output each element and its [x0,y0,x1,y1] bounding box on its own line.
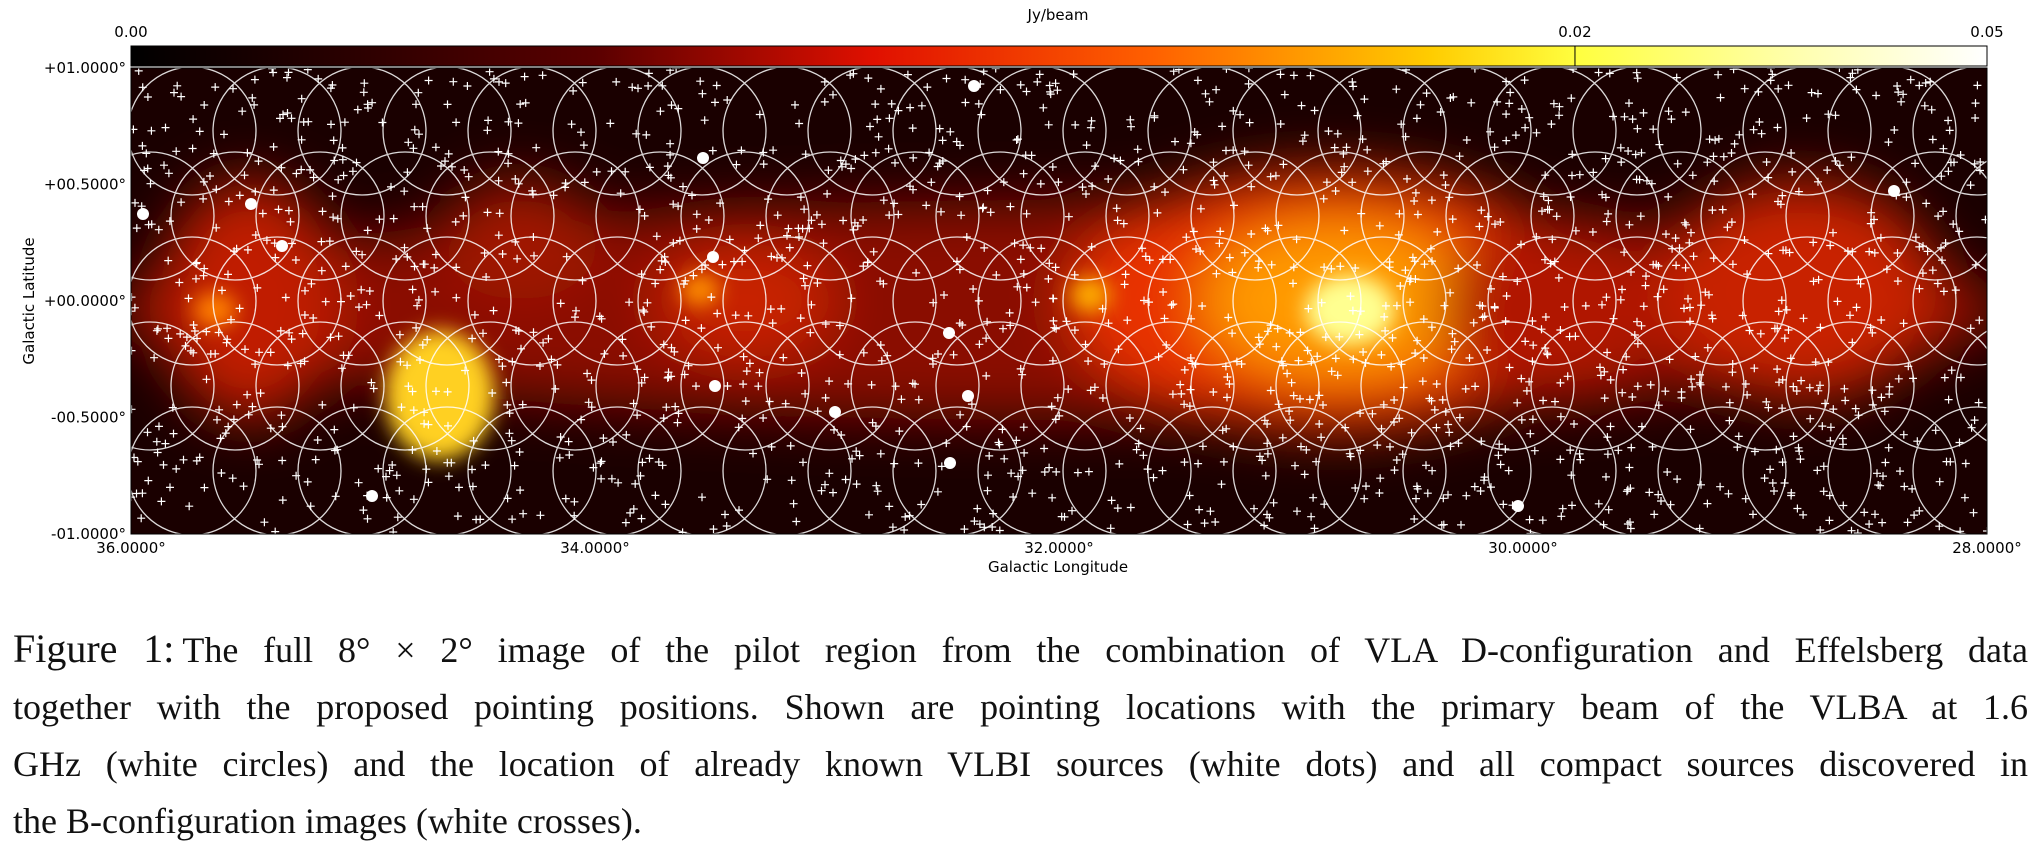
caption: Figure 1: The full 8° × 2° image of the p… [13,620,2028,850]
y-axis-label: Galactic Latitude [20,237,38,364]
y-tick-label: -00.5000° [51,409,126,427]
sky-image [131,68,1987,534]
vlbi-source [943,327,955,339]
vlbi-source [709,380,721,392]
vlbi-source [829,406,841,418]
vlbi-source [366,490,378,502]
colorbar-tick-label: 0.02 [1558,23,1591,41]
vlbi-source [1888,185,1900,197]
colorbar-label: Jy/beam [1027,6,1089,24]
vlbi-source [137,208,149,220]
caption-line: GHz (white circles) and the location of … [13,744,2028,784]
caption-label: Figure 1: [13,626,175,671]
figure: Jy/beam Galactic Latitude Galactic Longi… [20,6,2022,576]
y-tick-label: +00.0000° [44,292,126,310]
x-tick-label: 32.0000° [1024,539,1094,557]
x-tick-label: 34.0000° [560,539,630,557]
overlay [131,68,1987,534]
vlbi-source [968,80,980,92]
x-tick-label: 28.0000° [1952,539,2022,557]
x-axis-label: Galactic Longitude [988,558,1128,576]
x-tick-label: 36.0000° [96,539,166,557]
vlbi-source [962,390,974,402]
vlbi-source [707,251,719,263]
vlbi-source [944,457,956,469]
colorbar-tick-label: 0.00 [114,23,147,41]
caption-line: The full 8° × 2° image of the pilot regi… [182,630,2028,670]
x-tick-label: 30.0000° [1488,539,1558,557]
vlbi-source [245,198,257,210]
vlbi-source [276,240,288,252]
caption-line: together with the proposed pointing posi… [13,687,2028,727]
y-tick-label: -01.0000° [51,525,126,543]
colorbar-tick-label: 0.05 [1970,23,2003,41]
vlbi-source [697,152,709,164]
y-tick-label: +00.5000° [44,176,126,194]
frame [130,67,1988,535]
y-tick-label: +01.0000° [44,59,126,77]
colorbar [130,45,1988,67]
vlbi-source [1512,500,1524,512]
caption-line: the B-configuration images (white crosse… [13,801,642,841]
